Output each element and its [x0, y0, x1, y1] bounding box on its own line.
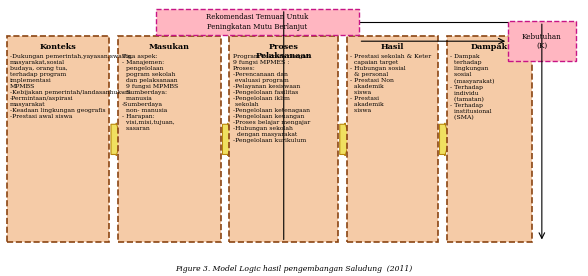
FancyBboxPatch shape [6, 36, 109, 242]
FancyBboxPatch shape [229, 36, 338, 242]
Text: - Prestasi sekolah & Keter
  capaian target
- Hubungan sosial
  & personal
- Pre: - Prestasi sekolah & Keter capaian targe… [350, 54, 432, 113]
Text: Rekomendasi Temuan Untuk
Peningkatan Mutu Berlanjut: Rekomendasi Temuan Untuk Peningkatan Mut… [206, 13, 309, 31]
Text: Tiga aspek:
- Manajemen:
  pengelolaan
  pogram sekolah
  dan pelaksanaan
  9 fu: Tiga aspek: - Manajemen: pengelolaan pog… [122, 54, 178, 131]
FancyArrow shape [111, 123, 122, 156]
Text: Kebutuhan
(K): Kebutuhan (K) [522, 33, 562, 50]
FancyArrow shape [439, 123, 450, 156]
FancyBboxPatch shape [347, 36, 437, 242]
Text: Proses
Pelaksanaan: Proses Pelaksanaan [255, 43, 312, 60]
FancyBboxPatch shape [508, 21, 576, 61]
Text: Figure 3. Model Logic hasil pengembangan Saludung  (2011): Figure 3. Model Logic hasil pengembangan… [175, 265, 413, 273]
FancyBboxPatch shape [118, 36, 220, 242]
Text: - Dampak
  terhadap
  lingkungan
  sosial
  (masyarakat)
- Terhadap
  individu
 : - Dampak terhadap lingkungan sosial (mas… [450, 54, 495, 120]
FancyBboxPatch shape [446, 36, 532, 242]
FancyBboxPatch shape [156, 9, 359, 35]
Text: Dampak: Dampak [470, 43, 507, 51]
FancyArrow shape [340, 123, 350, 156]
Text: Hasil: Hasil [380, 43, 404, 51]
Text: -Dukungan pemerintah,yayasan,swasta,
masyarakat,sosial
budaya, orang tua,
terhad: -Dukungan pemerintah,yayasan,swasta, mas… [10, 54, 133, 119]
Text: Masukan: Masukan [149, 43, 190, 51]
FancyArrow shape [222, 123, 233, 156]
Text: Konteks: Konteks [39, 43, 76, 51]
Text: Program sekolah dengan
9 fungsi MPMES :
Proses:
-Perencanaan dan
 evaluasi progr: Program sekolah dengan 9 fungsi MPMES : … [233, 54, 310, 143]
